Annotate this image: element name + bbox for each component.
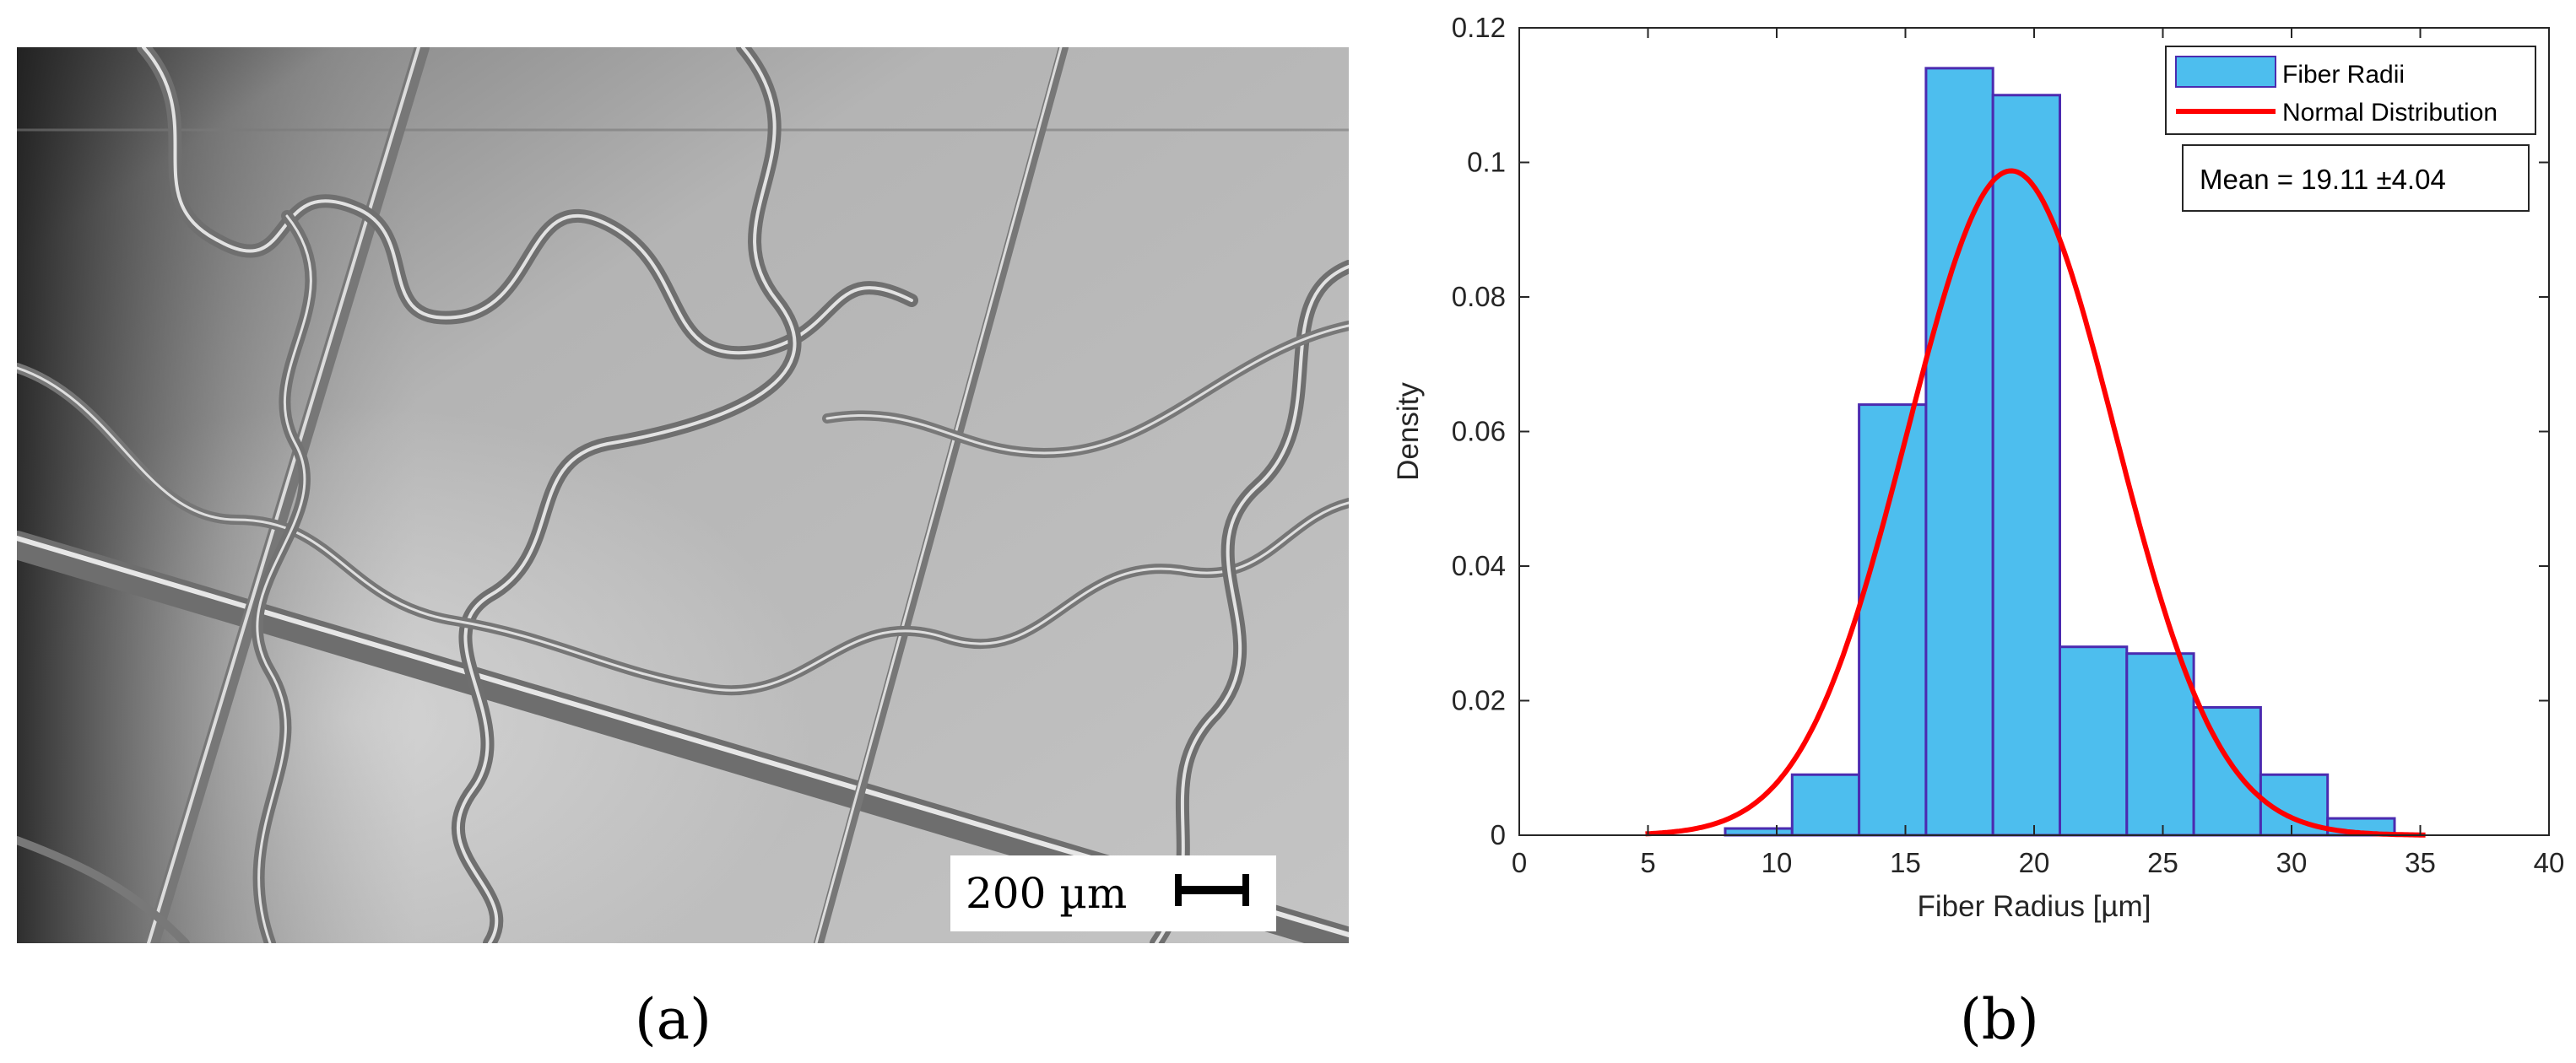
legend-label-bars: Fiber Radii [2282, 61, 2405, 89]
x-tick-label: 30 [2276, 847, 2308, 878]
y-tick-label: 0.1 [1467, 147, 1506, 178]
x-axis-label: Fiber Radius [µm] [1918, 890, 2151, 923]
y-tick-label: 0.08 [1452, 281, 1506, 312]
histogram-bar [1924, 67, 1994, 837]
histogram-bar [1790, 773, 1861, 837]
x-tick-label: 20 [2019, 847, 2050, 878]
normal-distribution-curve [1645, 168, 2426, 838]
scale-bar-label: 200 µm [966, 869, 1128, 918]
scale-bar-right-cap [1242, 874, 1249, 906]
histogram-bar [1991, 94, 2062, 837]
x-tick-label: 10 [1762, 847, 1793, 878]
scale-bar-line [1175, 886, 1249, 894]
micrograph-panel: 200 µm [17, 47, 1349, 943]
scale-bar-left-cap [1175, 874, 1182, 906]
x-tick-label: 35 [2405, 847, 2436, 878]
annotation-text: Mean = 19.11 ±4.04 [2200, 164, 2446, 195]
panel-b-caption: (b) [1960, 987, 2039, 1052]
histogram-chart: 0 5 10 15 20 25 30 35 40 0 0.02 0.04 0.06 0.08 0.1 0.1… [1392, 12, 2565, 923]
y-tick-label: 0.04 [1452, 550, 1506, 581]
y-tick-label: 0.12 [1452, 12, 1506, 43]
legend: Fiber Radii Normal Distribution [2165, 46, 2536, 135]
y-tick-label: 0 [1491, 819, 1506, 850]
mean-annotation: Mean = 19.11 ±4.04 [2182, 144, 2530, 212]
y-axis-label: Density [1392, 382, 1425, 481]
x-tick-label: 5 [1640, 847, 1655, 878]
x-axis-ticks: 0 5 10 15 20 25 30 35 40 [1512, 28, 2565, 878]
annotation-box [2182, 144, 2530, 212]
histogram-bar [2192, 705, 2262, 837]
legend-swatch-bars [2175, 56, 2276, 88]
x-tick-label: 15 [1890, 847, 1921, 878]
y-axis-ticks: 0 0.02 0.04 0.06 0.08 0.1 0.12 [1452, 12, 2549, 850]
legend-label-curve: Normal Distribution [2282, 99, 2498, 127]
y-tick-label: 0.06 [1452, 416, 1506, 447]
x-tick-label: 40 [2534, 847, 2565, 878]
micrograph-image [17, 47, 1349, 943]
scale-bar: 200 µm [950, 855, 1276, 931]
histogram-bar [1724, 827, 1794, 837]
histogram-bar [1858, 403, 1928, 837]
x-tick-label: 25 [2147, 847, 2178, 878]
histogram-bar [2125, 652, 2195, 837]
x-tick-label: 0 [1512, 847, 1527, 878]
y-tick-label: 0.02 [1452, 685, 1506, 716]
histogram-bar [2059, 645, 2129, 837]
panel-a-caption: (a) [635, 987, 712, 1052]
